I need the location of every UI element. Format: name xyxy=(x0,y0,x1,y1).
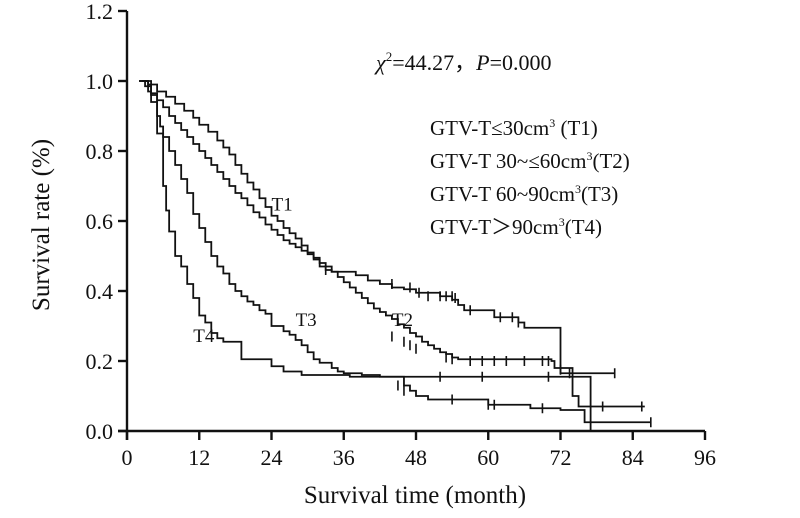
x-axis: 0 12 24 36 48 60 72 84 96 xyxy=(118,429,716,470)
legend-entry-t3: GTV-T 60~90cm3(T3) xyxy=(430,182,618,206)
p-value: =0.000 xyxy=(490,50,552,75)
chi-symbol: χ xyxy=(374,50,387,75)
legend-entry-t1: GTV-T≤30cm3 (T1) xyxy=(430,116,598,140)
legend: GTV-T≤30cm3 (T1) GTV-T 30~≤60cm3(T2) GTV… xyxy=(430,116,630,239)
y-axis: 0.0 0.2 0.4 0.6 0.8 1.0 1.2 xyxy=(86,0,129,444)
legend-entry-t4: GTV-T＞90cm3(T4) xyxy=(430,215,602,239)
km-curve-t4 xyxy=(145,80,592,431)
x-axis-title: Survival time (month) xyxy=(304,482,526,509)
y-tick-label: 0.8 xyxy=(86,139,114,164)
y-tick-label: 1.0 xyxy=(86,69,114,94)
y-tick-label: 0.4 xyxy=(86,279,114,304)
x-tick-label: 0 xyxy=(122,445,133,470)
x-tick-label: 72 xyxy=(550,445,572,470)
x-tick-label: 96 xyxy=(694,445,716,470)
x-tick-label: 48 xyxy=(405,445,427,470)
km-curve-t2 xyxy=(139,80,645,408)
curve-label-t4: T4 xyxy=(193,326,215,347)
y-axis-title: Survival rate (%) xyxy=(28,139,55,311)
curve-label-t2: T2 xyxy=(392,310,413,331)
curve-label-t3: T3 xyxy=(296,310,317,331)
curves xyxy=(139,80,652,431)
p-symbol: P xyxy=(475,50,489,75)
chi-superscript: 2 xyxy=(386,49,393,64)
x-tick-label: 24 xyxy=(261,445,283,470)
chi-value: =44.27， xyxy=(392,50,476,75)
curve-labels: T1 T2 T3 T4 xyxy=(193,195,413,347)
y-tick-label: 0.2 xyxy=(86,349,114,374)
x-tick-label: 60 xyxy=(477,445,499,470)
km-curve-t3 xyxy=(142,80,651,424)
stat-annotation: χ2=44.27，P=0.000 xyxy=(374,49,551,75)
x-tick-label: 36 xyxy=(333,445,355,470)
y-tick-label: 0.0 xyxy=(86,419,114,444)
y-tick-label: 1.2 xyxy=(86,0,114,24)
x-tick-label: 84 xyxy=(622,445,644,470)
y-tick-label: 0.6 xyxy=(86,209,114,234)
legend-entry-t2: GTV-T 30~≤60cm3(T2) xyxy=(430,149,630,173)
curve-label-t1: T1 xyxy=(272,195,293,216)
x-tick-label: 12 xyxy=(188,445,210,470)
